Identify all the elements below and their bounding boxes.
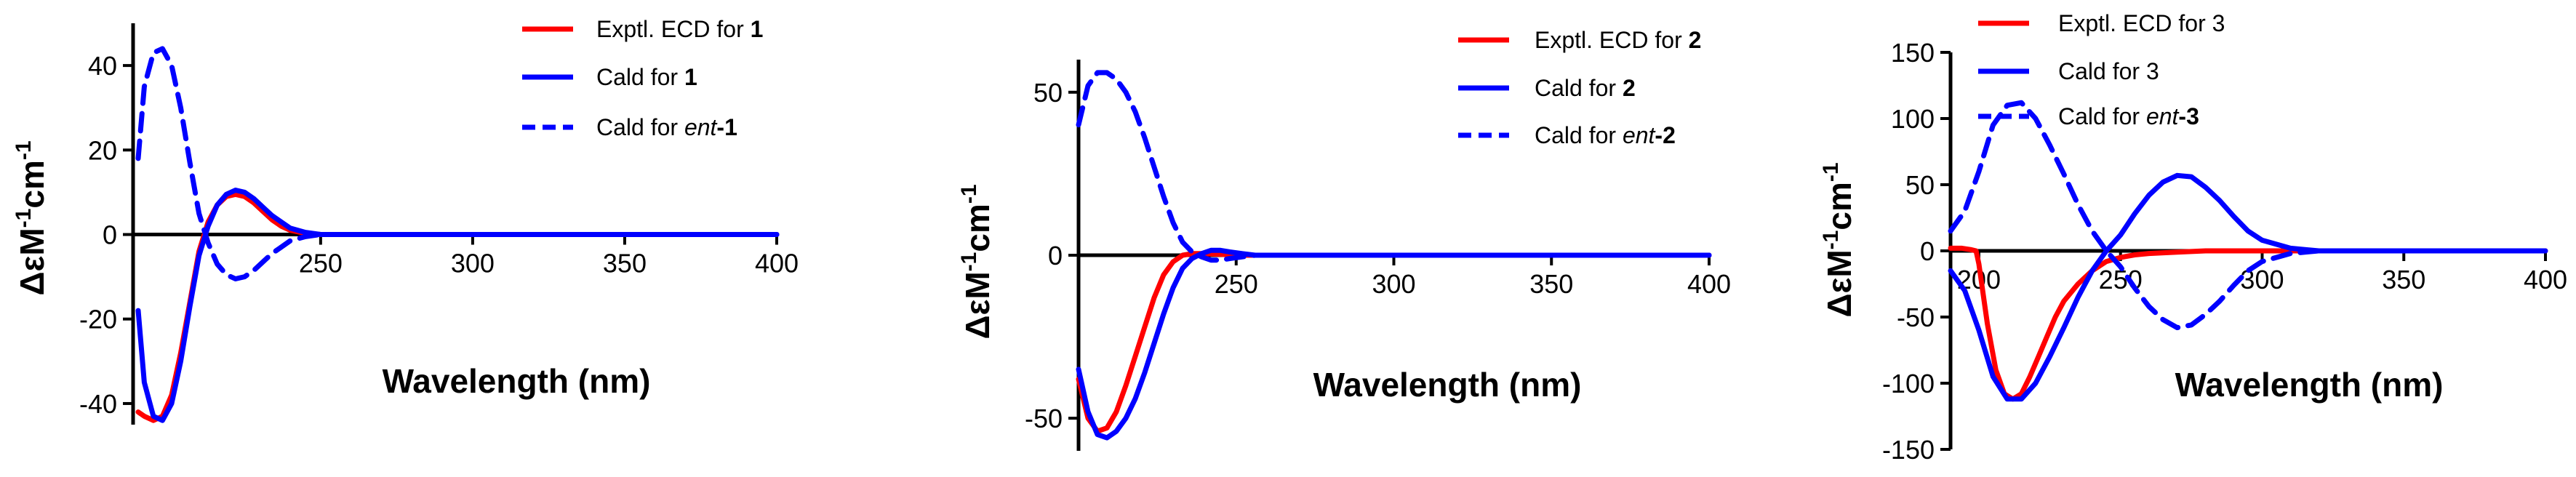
legend-entry-2: Cald for 2 bbox=[1535, 75, 1636, 101]
x-tick-label: 400 bbox=[755, 249, 799, 278]
y-tick-label: -150 bbox=[1882, 435, 1935, 465]
legend-entry-1: Exptl. ECD for 2 bbox=[1535, 27, 1701, 53]
y-tick-label: 100 bbox=[1891, 104, 1935, 134]
y-tick-label: -40 bbox=[79, 389, 117, 419]
y-axis-label: ΔεM-1cm-1 bbox=[12, 140, 51, 295]
series-line-3 bbox=[1948, 100, 2548, 331]
y-tick-label: -100 bbox=[1882, 369, 1935, 398]
y-tick-label: 50 bbox=[1905, 170, 1935, 200]
x-tick-label: 350 bbox=[603, 249, 647, 278]
y-axis-label: ΔεM-1cm-1 bbox=[1819, 162, 1858, 317]
legend-entry-1: Exptl. ECD for 3 bbox=[2058, 10, 2225, 36]
legend-entry-3: Cald for ent-3 bbox=[2058, 103, 2199, 129]
y-tick-label: -20 bbox=[79, 305, 117, 334]
x-axis-label: Wavelength (nm) bbox=[2175, 366, 2444, 404]
y-tick-label: 40 bbox=[88, 51, 117, 81]
y-tick-label: 0 bbox=[1920, 236, 1935, 266]
series-line-1 bbox=[1948, 245, 2548, 402]
x-tick-label: 300 bbox=[451, 249, 495, 278]
legend-entry-1: Exptl. ECD for 1 bbox=[596, 16, 763, 42]
y-tick-label: 150 bbox=[1891, 38, 1935, 68]
x-tick-label: 400 bbox=[2524, 265, 2567, 294]
y-tick-label: 0 bbox=[1048, 241, 1063, 270]
series-line-2 bbox=[135, 188, 780, 423]
series-line-3 bbox=[1076, 70, 1712, 263]
x-axis-label: Wavelength (nm) bbox=[1313, 366, 1582, 404]
legend-entry-3: Cald for ent-2 bbox=[1535, 122, 1676, 148]
legend-entry-2: Cald for 3 bbox=[2058, 58, 2159, 84]
y-tick-label: -50 bbox=[1025, 404, 1063, 433]
y-tick-label: 50 bbox=[1033, 78, 1063, 108]
legend-entry-2: Cald for 1 bbox=[596, 64, 697, 90]
x-tick-label: 400 bbox=[1687, 269, 1731, 299]
y-tick-label: 20 bbox=[88, 135, 117, 165]
chart-panel-1: 40 20 0 -20 -40 250 300 350 400 Wavelength (nm) Δε… bbox=[12, 16, 799, 425]
x-tick-label: 300 bbox=[1372, 269, 1415, 299]
series-line-2 bbox=[1948, 172, 2548, 402]
y-tick-label: 0 bbox=[103, 220, 117, 250]
legend-entry-3: Cald for ent-1 bbox=[596, 114, 737, 140]
x-axis-label: Wavelength (nm) bbox=[383, 362, 651, 400]
series-line-3 bbox=[135, 46, 780, 281]
x-tick-label: 250 bbox=[1215, 269, 1258, 299]
x-tick-label: 350 bbox=[1529, 269, 1573, 299]
y-tick-label: -50 bbox=[1897, 302, 1935, 332]
x-tick-label: 350 bbox=[2382, 265, 2425, 294]
x-tick-label: 250 bbox=[299, 249, 343, 278]
y-axis-label: ΔεM-1cm-1 bbox=[957, 184, 996, 339]
chart-panel-2: 50 0 -50 250 300 350 400 Wavelength (nm) ΔεM-1cm… bbox=[957, 27, 1731, 451]
